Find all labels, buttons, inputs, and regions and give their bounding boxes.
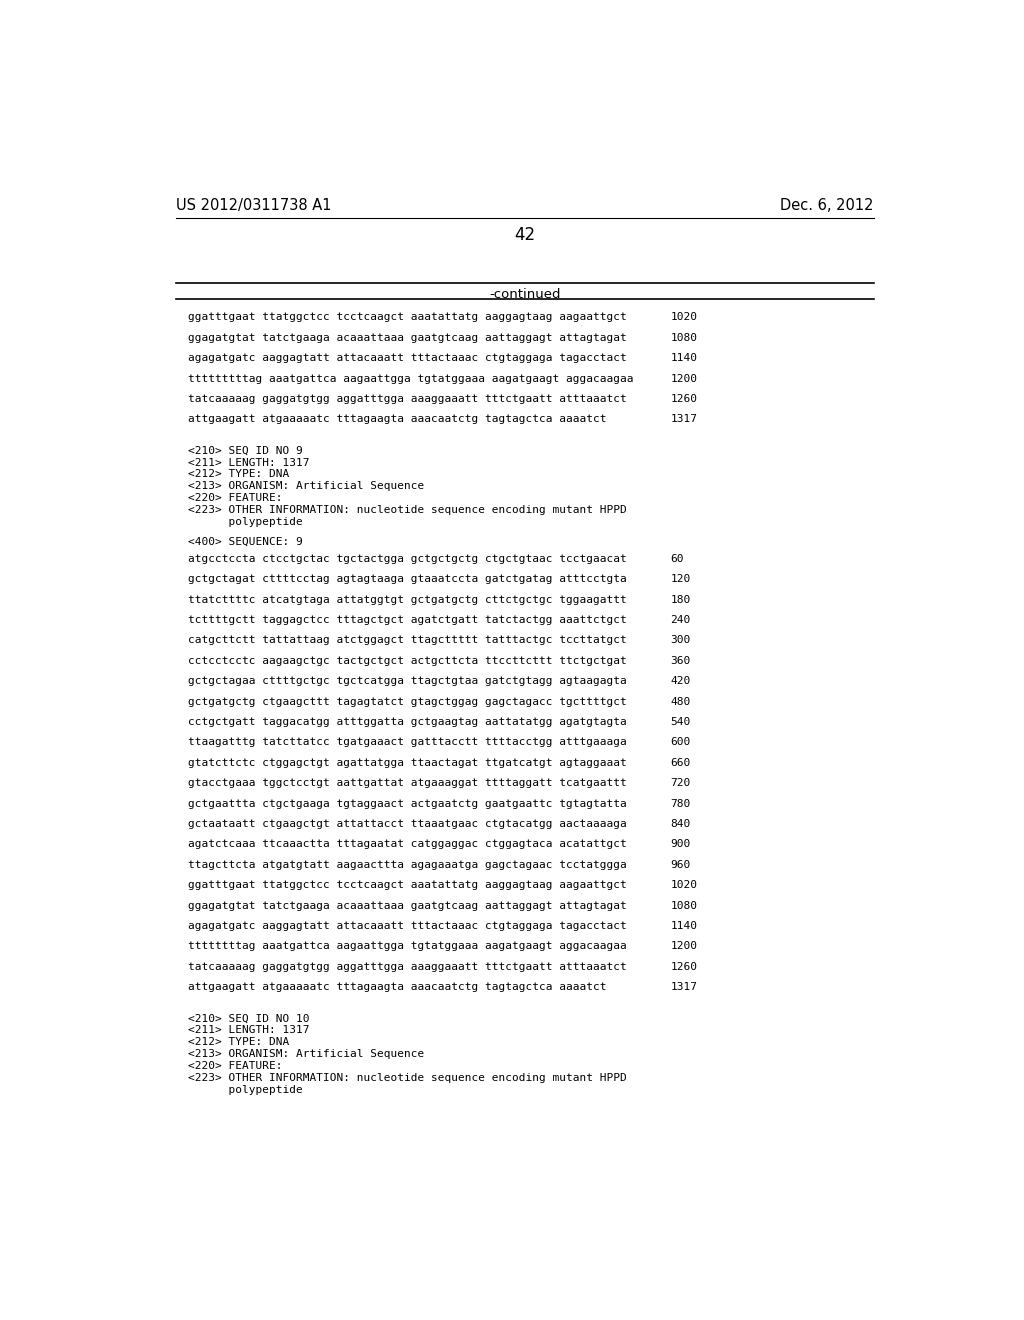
Text: gtacctgaaa tggctcctgt aattgattat atgaaaggat ttttaggatt tcatgaattt: gtacctgaaa tggctcctgt aattgattat atgaaag… bbox=[188, 779, 627, 788]
Text: US 2012/0311738 A1: US 2012/0311738 A1 bbox=[176, 198, 332, 214]
Text: <223> OTHER INFORMATION: nucleotide sequence encoding mutant HPPD: <223> OTHER INFORMATION: nucleotide sequ… bbox=[188, 1073, 627, 1084]
Text: <210> SEQ ID NO 10: <210> SEQ ID NO 10 bbox=[188, 1014, 310, 1023]
Text: -continued: -continued bbox=[489, 288, 560, 301]
Text: ggagatgtat tatctgaaga acaaattaaa gaatgtcaag aattaggagt attagtagat: ggagatgtat tatctgaaga acaaattaaa gaatgtc… bbox=[188, 900, 627, 911]
Text: ttaagatttg tatcttatcc tgatgaaact gatttacctt ttttacctgg atttgaaaga: ttaagatttg tatcttatcc tgatgaaact gatttac… bbox=[188, 738, 627, 747]
Text: 180: 180 bbox=[671, 594, 691, 605]
Text: 540: 540 bbox=[671, 717, 691, 727]
Text: 240: 240 bbox=[671, 615, 691, 624]
Text: attgaagatt atgaaaaatc tttagaagta aaacaatctg tagtagctca aaaatct: attgaagatt atgaaaaatc tttagaagta aaacaat… bbox=[188, 982, 607, 993]
Text: <400> SEQUENCE: 9: <400> SEQUENCE: 9 bbox=[188, 537, 303, 546]
Text: <212> TYPE: DNA: <212> TYPE: DNA bbox=[188, 470, 290, 479]
Text: 660: 660 bbox=[671, 758, 691, 768]
Text: ttagcttcta atgatgtatt aagaacttta agagaaatga gagctagaac tcctatggga: ttagcttcta atgatgtatt aagaacttta agagaaa… bbox=[188, 859, 627, 870]
Text: 1317: 1317 bbox=[671, 982, 697, 993]
Text: 1317: 1317 bbox=[671, 414, 697, 425]
Text: 360: 360 bbox=[671, 656, 691, 665]
Text: ggatttgaat ttatggctcc tcctcaagct aaatattatg aaggagtaag aagaattgct: ggatttgaat ttatggctcc tcctcaagct aaatatt… bbox=[188, 313, 627, 322]
Text: cctcctcctc aagaagctgc tactgctgct actgcttcta ttccttcttt ttctgctgat: cctcctcctc aagaagctgc tactgctgct actgctt… bbox=[188, 656, 627, 665]
Text: <220> FEATURE:: <220> FEATURE: bbox=[188, 494, 283, 503]
Text: atgcctccta ctcctgctac tgctactgga gctgctgctg ctgctgtaac tcctgaacat: atgcctccta ctcctgctac tgctactgga gctgctg… bbox=[188, 554, 627, 564]
Text: cctgctgatt taggacatgg atttggatta gctgaagtag aattatatgg agatgtagta: cctgctgatt taggacatgg atttggatta gctgaag… bbox=[188, 717, 627, 727]
Text: 600: 600 bbox=[671, 738, 691, 747]
Text: 1260: 1260 bbox=[671, 962, 697, 972]
Text: tatcaaaaag gaggatgtgg aggatttgga aaaggaaatt tttctgaatt atttaaatct: tatcaaaaag gaggatgtgg aggatttgga aaaggaa… bbox=[188, 395, 627, 404]
Text: <213> ORGANISM: Artificial Sequence: <213> ORGANISM: Artificial Sequence bbox=[188, 1049, 425, 1059]
Text: <220> FEATURE:: <220> FEATURE: bbox=[188, 1061, 283, 1072]
Text: agagatgatc aaggagtatt attacaaatt tttactaaac ctgtaggaga tagacctact: agagatgatc aaggagtatt attacaaatt tttacta… bbox=[188, 354, 627, 363]
Text: gctaataatt ctgaagctgt attattacct ttaaatgaac ctgtacatgg aactaaaaga: gctaataatt ctgaagctgt attattacct ttaaatg… bbox=[188, 818, 627, 829]
Text: attgaagatt atgaaaaatc tttagaagta aaacaatctg tagtagctca aaaatct: attgaagatt atgaaaaatc tttagaagta aaacaat… bbox=[188, 414, 607, 425]
Text: tcttttgctt taggagctcc tttagctgct agatctgatt tatctactgg aaattctgct: tcttttgctt taggagctcc tttagctgct agatctg… bbox=[188, 615, 627, 624]
Text: 960: 960 bbox=[671, 859, 691, 870]
Text: ggatttgaat ttatggctcc tcctcaagct aaatattatg aaggagtaag aagaattgct: ggatttgaat ttatggctcc tcctcaagct aaatatt… bbox=[188, 880, 627, 890]
Text: <210> SEQ ID NO 9: <210> SEQ ID NO 9 bbox=[188, 446, 303, 455]
Text: 120: 120 bbox=[671, 574, 691, 585]
Text: ttatcttttc atcatgtaga attatggtgt gctgatgctg cttctgctgc tggaagattt: ttatcttttc atcatgtaga attatggtgt gctgatg… bbox=[188, 594, 627, 605]
Text: catgcttctt tattattaag atctggagct ttagcttttt tatttactgc tccttatgct: catgcttctt tattattaag atctggagct ttagctt… bbox=[188, 635, 627, 645]
Text: <211> LENGTH: 1317: <211> LENGTH: 1317 bbox=[188, 1026, 310, 1035]
Text: Dec. 6, 2012: Dec. 6, 2012 bbox=[780, 198, 873, 214]
Text: 1200: 1200 bbox=[671, 374, 697, 384]
Text: <212> TYPE: DNA: <212> TYPE: DNA bbox=[188, 1038, 290, 1047]
Text: 300: 300 bbox=[671, 635, 691, 645]
Text: 1140: 1140 bbox=[671, 354, 697, 363]
Text: gctgctagaa cttttgctgc tgctcatgga ttagctgtaa gatctgtagg agtaagagta: gctgctagaa cttttgctgc tgctcatgga ttagctg… bbox=[188, 676, 627, 686]
Text: <211> LENGTH: 1317: <211> LENGTH: 1317 bbox=[188, 458, 310, 467]
Text: agatctcaaa ttcaaactta tttagaatat catggaggac ctggagtaca acatattgct: agatctcaaa ttcaaactta tttagaatat catggag… bbox=[188, 840, 627, 850]
Text: gctgctagat cttttcctag agtagtaaga gtaaatccta gatctgatag atttcctgta: gctgctagat cttttcctag agtagtaaga gtaaatc… bbox=[188, 574, 627, 585]
Text: 840: 840 bbox=[671, 818, 691, 829]
Text: tatcaaaaag gaggatgtgg aggatttgga aaaggaaatt tttctgaatt atttaaatct: tatcaaaaag gaggatgtgg aggatttgga aaaggaa… bbox=[188, 962, 627, 972]
Text: gctgaattta ctgctgaaga tgtaggaact actgaatctg gaatgaattc tgtagtatta: gctgaattta ctgctgaaga tgtaggaact actgaat… bbox=[188, 799, 627, 809]
Text: 780: 780 bbox=[671, 799, 691, 809]
Text: 900: 900 bbox=[671, 840, 691, 850]
Text: 1020: 1020 bbox=[671, 313, 697, 322]
Text: 420: 420 bbox=[671, 676, 691, 686]
Text: 1260: 1260 bbox=[671, 395, 697, 404]
Text: gctgatgctg ctgaagcttt tagagtatct gtagctggag gagctagacc tgcttttgct: gctgatgctg ctgaagcttt tagagtatct gtagctg… bbox=[188, 697, 627, 706]
Text: 1020: 1020 bbox=[671, 880, 697, 890]
Text: 480: 480 bbox=[671, 697, 691, 706]
Text: <223> OTHER INFORMATION: nucleotide sequence encoding mutant HPPD: <223> OTHER INFORMATION: nucleotide sequ… bbox=[188, 506, 627, 515]
Text: gtatcttctc ctggagctgt agattatgga ttaactagat ttgatcatgt agtaggaaat: gtatcttctc ctggagctgt agattatgga ttaacta… bbox=[188, 758, 627, 768]
Text: polypeptide: polypeptide bbox=[188, 517, 303, 527]
Text: ggagatgtat tatctgaaga acaaattaaa gaatgtcaag aattaggagt attagtagat: ggagatgtat tatctgaaga acaaattaaa gaatgtc… bbox=[188, 333, 627, 343]
Text: agagatgatc aaggagtatt attacaaatt tttactaaac ctgtaggaga tagacctact: agagatgatc aaggagtatt attacaaatt tttacta… bbox=[188, 921, 627, 931]
Text: 1200: 1200 bbox=[671, 941, 697, 952]
Text: <213> ORGANISM: Artificial Sequence: <213> ORGANISM: Artificial Sequence bbox=[188, 482, 425, 491]
Text: 1080: 1080 bbox=[671, 900, 697, 911]
Text: 60: 60 bbox=[671, 554, 684, 564]
Text: 42: 42 bbox=[514, 226, 536, 244]
Text: ttttttttag aaatgattca aagaattgga tgtatggaaa aagatgaagt aggacaagaa: ttttttttag aaatgattca aagaattgga tgtatgg… bbox=[188, 941, 627, 952]
Text: 1080: 1080 bbox=[671, 333, 697, 343]
Text: polypeptide: polypeptide bbox=[188, 1085, 303, 1096]
Text: 720: 720 bbox=[671, 779, 691, 788]
Text: 1140: 1140 bbox=[671, 921, 697, 931]
Text: tttttttttag aaatgattca aagaattgga tgtatggaaa aagatgaagt aggacaagaa: tttttttttag aaatgattca aagaattgga tgtatg… bbox=[188, 374, 634, 384]
